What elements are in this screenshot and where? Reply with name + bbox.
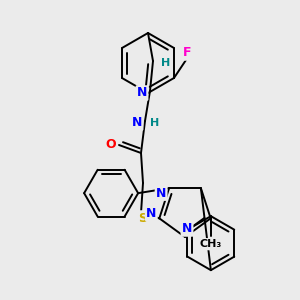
- Text: O: O: [106, 139, 116, 152]
- Text: N: N: [182, 223, 192, 236]
- Text: CH₃: CH₃: [200, 239, 222, 249]
- Text: N: N: [146, 207, 157, 220]
- Text: N: N: [137, 86, 147, 100]
- Text: N: N: [132, 116, 142, 130]
- Text: H: H: [161, 58, 171, 68]
- Text: F: F: [183, 46, 191, 59]
- Text: H: H: [150, 118, 160, 128]
- Text: S: S: [139, 212, 148, 224]
- Text: N: N: [156, 187, 166, 200]
